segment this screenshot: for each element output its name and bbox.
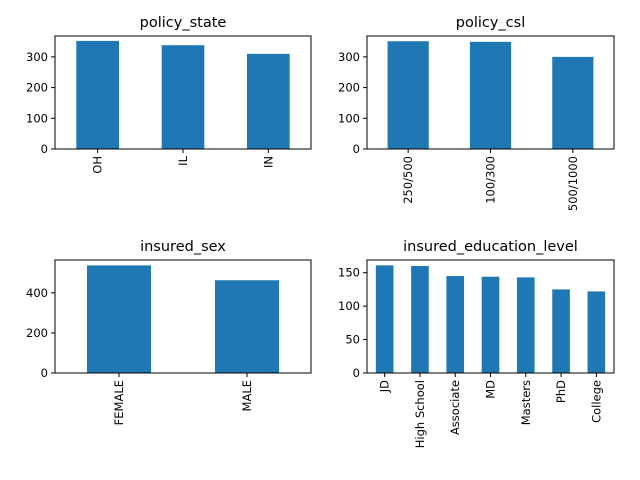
bar-250-500 xyxy=(387,41,429,149)
x-tick-label: PhD xyxy=(554,380,568,403)
x-tick-label: FEMALE xyxy=(112,380,126,425)
chart-title: policy_csl xyxy=(456,15,526,31)
bar-phd xyxy=(552,289,570,373)
bar-associate xyxy=(446,276,465,373)
y-tick-label: 200 xyxy=(26,81,48,95)
y-tick-label: 100 xyxy=(26,111,48,125)
bar-in xyxy=(247,53,290,150)
x-tick-label: 500/1000 xyxy=(566,156,580,211)
y-tick-label: 0 xyxy=(41,366,48,380)
x-tick-label: College xyxy=(589,380,603,423)
x-tick-label: Masters xyxy=(519,380,533,425)
bar-100-300 xyxy=(469,41,512,149)
bar-md xyxy=(481,276,500,373)
chart-panel-4: 0 50 100 150 JD High School Associate MD Masters… xyxy=(338,239,615,448)
x-tick-label: Associate xyxy=(448,380,462,435)
bar-oh xyxy=(76,40,119,149)
x-tick-label: MD xyxy=(484,380,498,399)
bar-female xyxy=(87,265,151,373)
y-tick-label: 100 xyxy=(338,299,360,313)
chart-title: insured_education_level xyxy=(403,239,578,255)
bar-college xyxy=(587,291,606,373)
y-tick-label: 100 xyxy=(338,111,360,125)
chart-panel-1: 0 100 200 300 OH IL IN policy_state xyxy=(26,15,312,174)
y-tick-label: 0 xyxy=(353,366,360,380)
chart-panel-2: 0 100 200 300 250/500 100/300 500/1000 policy_c… xyxy=(338,15,615,211)
x-tick-label: IL xyxy=(176,155,190,165)
y-tick-label: 400 xyxy=(26,286,48,300)
y-tick-label: 300 xyxy=(26,50,48,64)
bar-jd xyxy=(375,265,394,373)
bar-masters xyxy=(516,277,535,373)
x-tick-label: High School xyxy=(413,380,427,448)
y-tick-label: 200 xyxy=(26,326,48,340)
y-tick-label: 0 xyxy=(41,142,48,156)
x-tick-label: MALE xyxy=(240,380,254,411)
chart-title: insured_sex xyxy=(140,239,226,255)
bar-high-school xyxy=(411,266,429,373)
chart-panel-3: 0 200 400 FEMALE MALE insured_sex xyxy=(26,239,312,425)
bar-500-1000 xyxy=(552,56,594,149)
y-tick-label: 150 xyxy=(338,266,360,280)
x-tick-label: OH xyxy=(91,156,105,174)
x-tick-label: 250/500 xyxy=(401,156,415,204)
x-tick-label: 100/300 xyxy=(484,156,498,204)
axes-frame xyxy=(54,259,312,374)
bar-male xyxy=(215,280,279,373)
x-tick-label: IN xyxy=(261,156,275,168)
bar-il xyxy=(161,45,205,149)
chart-title: policy_state xyxy=(140,15,227,31)
y-tick-label: 300 xyxy=(338,50,360,64)
x-tick-label: JD xyxy=(378,380,392,393)
y-tick-label: 200 xyxy=(338,81,360,95)
y-tick-label: 50 xyxy=(345,333,360,347)
y-tick-label: 0 xyxy=(353,142,360,156)
